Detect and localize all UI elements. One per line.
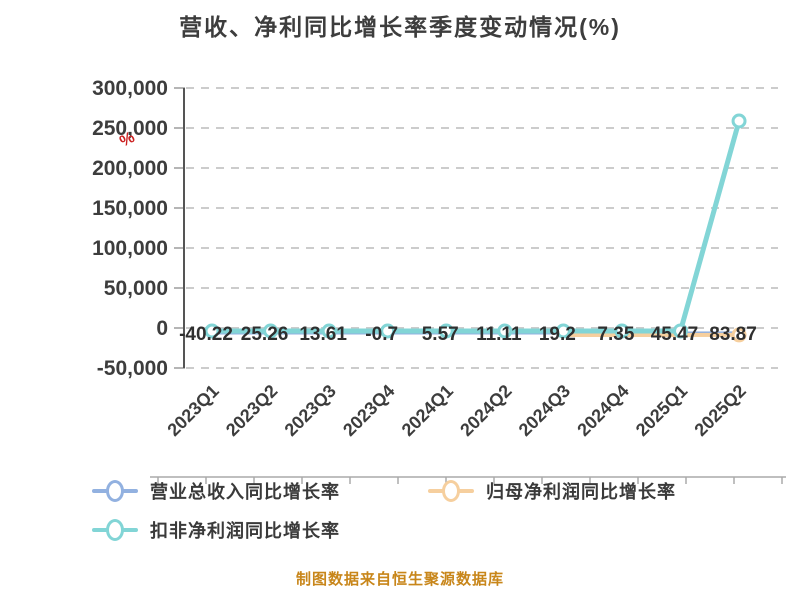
y-tick-label: 50,000 xyxy=(104,277,168,300)
red-percent-axis-unit: % xyxy=(117,129,138,151)
x-tick-label: 2023Q3 xyxy=(281,381,340,440)
y-tick-label: -50,000 xyxy=(97,357,168,380)
point-label: 13.61 xyxy=(299,324,347,345)
legend-label-revenue: 营业总收入同比增长率 xyxy=(150,482,340,502)
legend-label-net-profit: 归母净利润同比增长率 xyxy=(486,482,676,502)
y-tick-label: 200,000 xyxy=(92,157,168,180)
data-point xyxy=(497,323,513,339)
legend-item-deducted-profit: 扣非净利润同比增长率 xyxy=(92,517,340,543)
data-point xyxy=(555,323,571,339)
x-tick-label: 2023Q2 xyxy=(222,381,281,440)
data-point xyxy=(263,323,279,339)
y-tick-label: 0 xyxy=(156,317,168,340)
revenue-series-marker-icon xyxy=(92,480,138,502)
deducted-profit-series-marker-icon xyxy=(92,519,138,541)
point-label: -40.22 xyxy=(179,324,233,345)
x-tick-label: 2024Q1 xyxy=(398,381,457,440)
y-tick-label: 250,000 xyxy=(92,117,168,140)
x-tick-label: 2023Q1 xyxy=(163,381,222,440)
data-source-note: 制图数据来自恒生聚源数据库 xyxy=(295,571,504,588)
data-point xyxy=(380,323,396,339)
data-point xyxy=(321,323,337,339)
point-label: 5.57 xyxy=(422,324,459,345)
point-label: 45.47 xyxy=(651,324,699,345)
data-point xyxy=(731,113,747,129)
point-label: 11.11 xyxy=(476,324,522,345)
point-label: -0.7 xyxy=(365,324,398,345)
legend-row-2: 扣非净利润同比增长率 xyxy=(92,517,752,543)
data-point xyxy=(204,323,220,339)
data-point xyxy=(438,323,454,339)
data-point xyxy=(672,323,688,339)
y-tick-label: 300,000 xyxy=(92,77,168,100)
point-label: 19.2 xyxy=(539,324,576,345)
x-tick-label: 2025Q1 xyxy=(632,381,691,440)
data-point xyxy=(731,327,747,343)
net-profit-series-marker-icon xyxy=(428,480,474,502)
y-tick-label: 100,000 xyxy=(92,237,168,260)
legend-item-revenue: 营业总收入同比增长率 xyxy=(92,478,340,504)
chart-legend: 营业总收入同比增长率 归母净利润同比增长率 扣非净利润同比增长率 xyxy=(92,478,752,556)
legend-row-1: 营业总收入同比增长率 归母净利润同比增长率 xyxy=(92,478,752,504)
point-label: 25.26 xyxy=(241,324,289,345)
x-tick-label: 2025Q2 xyxy=(690,381,749,440)
x-tick-label: 2023Q4 xyxy=(339,381,398,440)
x-tick-label: 2024Q2 xyxy=(456,381,515,440)
x-tick-label: 2024Q3 xyxy=(515,381,574,440)
point-label: 7.35 xyxy=(597,324,634,345)
series-line-2 xyxy=(209,118,742,334)
legend-label-deducted-profit: 扣非净利润同比增长率 xyxy=(150,521,340,541)
point-label: 83.87 xyxy=(709,324,757,345)
chart-title: 营收、净利同比增长率季度变动情况(%) xyxy=(179,14,621,40)
y-tick-label: 150,000 xyxy=(92,197,168,220)
data-point xyxy=(614,323,630,339)
x-tick-label: 2024Q4 xyxy=(573,381,632,440)
legend-item-net-profit: 归母净利润同比增长率 xyxy=(428,478,676,504)
